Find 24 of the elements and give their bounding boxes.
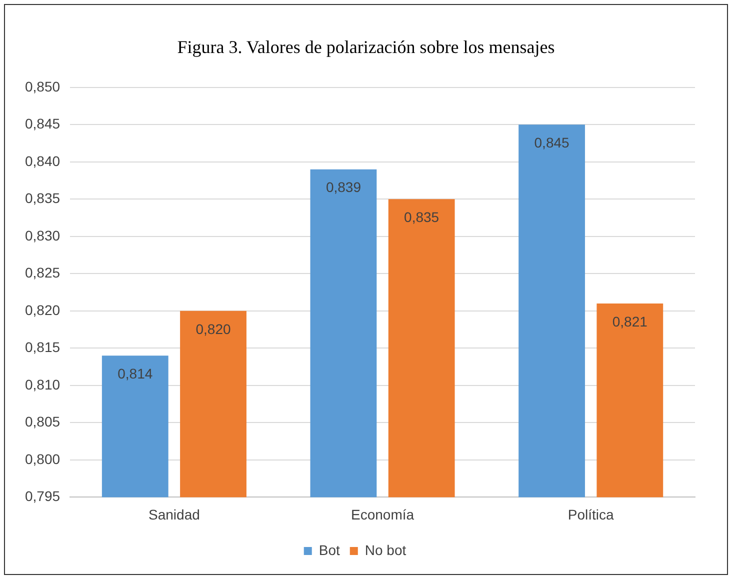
data-label: 0,835 xyxy=(404,209,440,226)
data-label: 0,820 xyxy=(196,320,231,337)
y-tick-label: 0,820 xyxy=(24,302,60,318)
y-tick-label: 0,815 xyxy=(24,339,60,356)
y-tick-label: 0,850 xyxy=(24,78,60,94)
y-tick-label: 0,830 xyxy=(24,227,60,244)
y-tick-label: 0,840 xyxy=(24,152,60,169)
data-label: 0,814 xyxy=(118,365,153,382)
y-tick-label: 0,825 xyxy=(24,264,60,281)
data-label: 0,839 xyxy=(326,179,362,196)
data-label: 0,821 xyxy=(612,313,648,330)
y-tick-label: 0,810 xyxy=(24,376,60,392)
y-tick-label: 0,800 xyxy=(24,450,60,467)
chart-title: Figura 3. Valores de polarización sobre los mensajes xyxy=(176,37,556,58)
y-tick-label: 0,835 xyxy=(24,190,60,206)
data-label: 0,845 xyxy=(534,134,570,151)
legend-label: No bot xyxy=(364,542,406,558)
x-tick-label: Economía xyxy=(350,506,414,522)
x-tick-label: Sanidad xyxy=(148,506,200,522)
x-tick-label: Política xyxy=(568,506,614,522)
legend-label: Bot xyxy=(318,542,340,558)
y-tick-label: 0,805 xyxy=(24,414,60,430)
y-tick-label: 0,795 xyxy=(24,488,60,504)
y-tick-label: 0,845 xyxy=(24,116,60,132)
